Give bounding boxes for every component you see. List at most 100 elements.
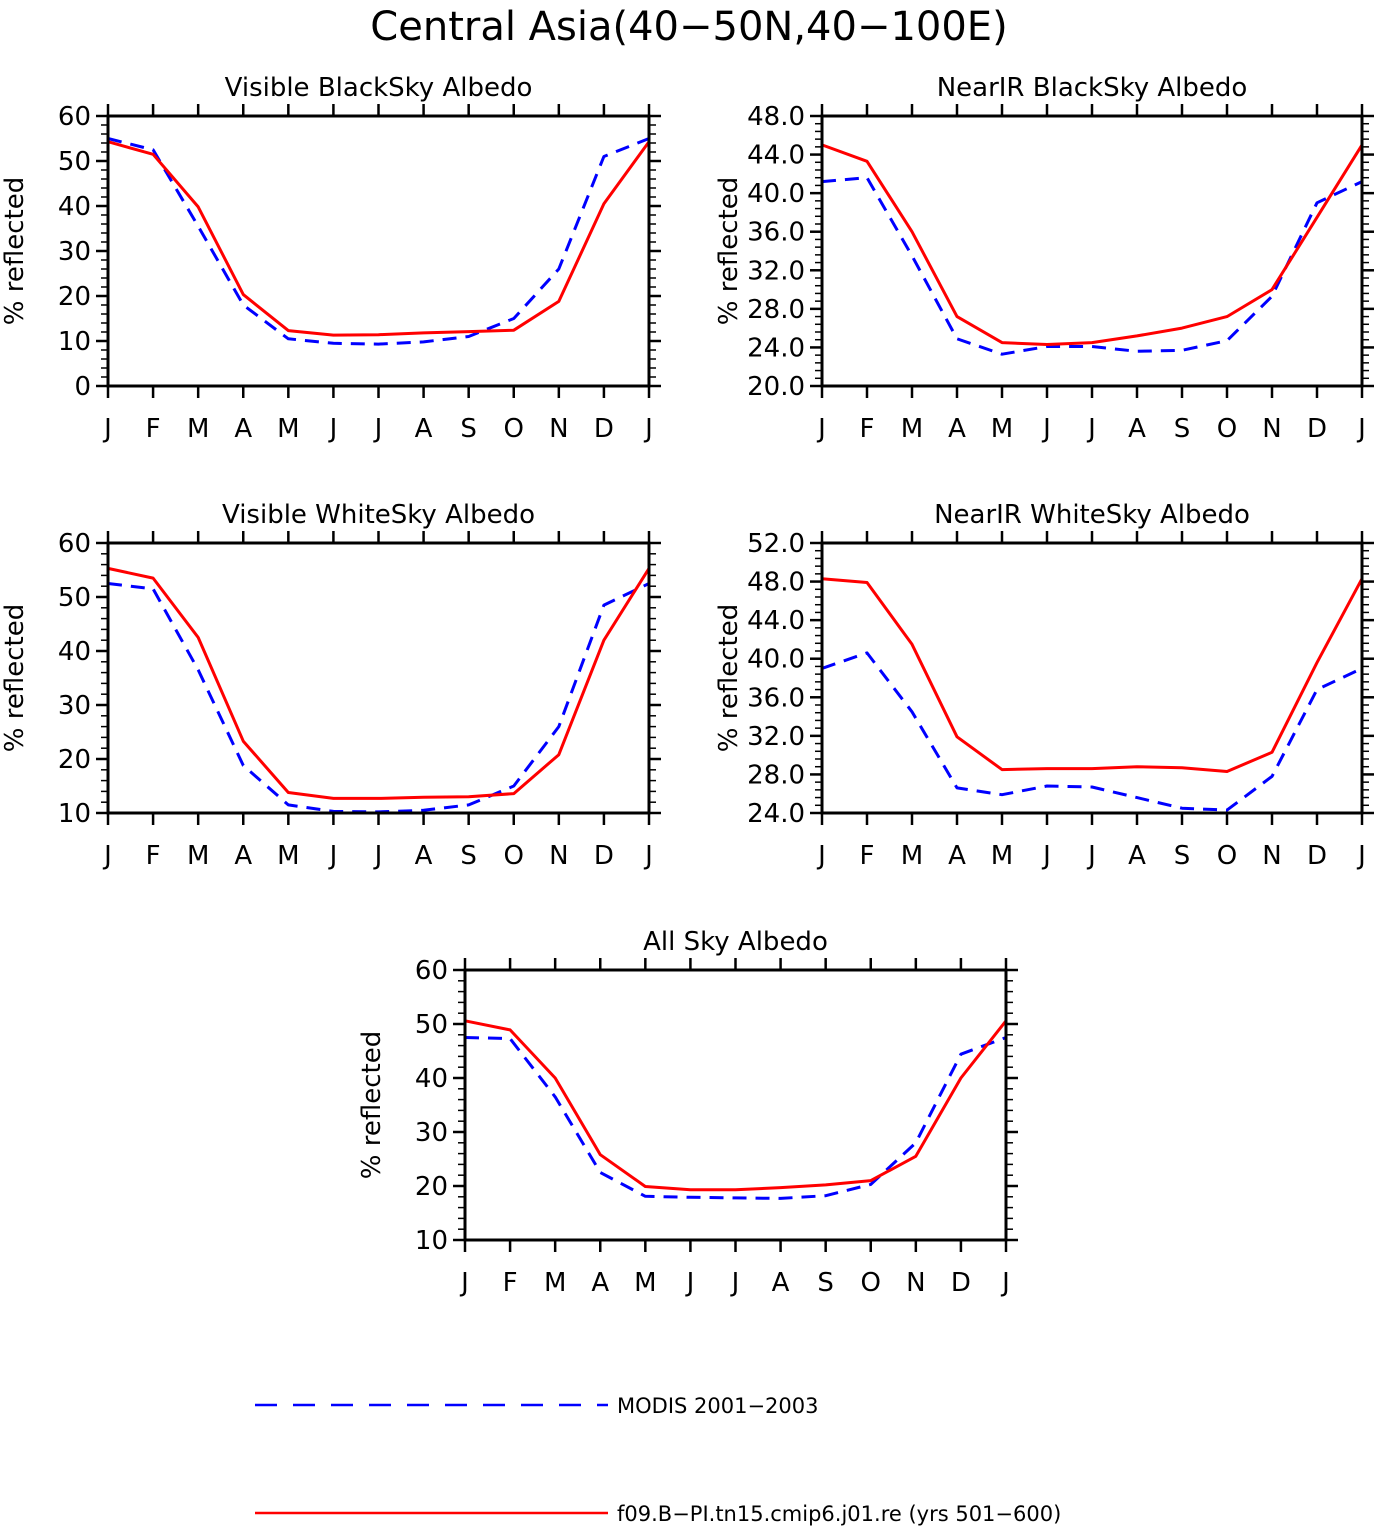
x-tick-label: O xyxy=(504,414,524,444)
x-tick-label: O xyxy=(504,841,524,871)
x-tick-label: J xyxy=(102,414,112,444)
plot-frame xyxy=(463,968,1008,1242)
panel-title: Visible WhiteSky Albedo xyxy=(222,500,535,530)
plot-frame xyxy=(106,114,651,388)
x-tick-label: S xyxy=(460,414,477,444)
y-tick-label: 10 xyxy=(58,327,91,357)
y-tick-label: 36.0 xyxy=(747,218,805,248)
x-tick-label: J xyxy=(643,414,653,444)
series-line-modis xyxy=(821,651,1363,812)
series-line-model xyxy=(107,566,651,800)
y-axis-label: % reflected xyxy=(714,604,744,752)
x-tick-label: J xyxy=(1000,1268,1010,1298)
x-tick-label: M xyxy=(187,414,209,444)
x-tick-label: O xyxy=(1217,414,1237,444)
y-tick-label: 48.0 xyxy=(747,102,805,132)
x-tick-label: J xyxy=(730,1268,740,1298)
x-tick-label: N xyxy=(549,414,568,444)
x-tick-label: S xyxy=(1174,414,1191,444)
y-tick-label: 60 xyxy=(415,956,448,986)
y-tick-label: 36.0 xyxy=(747,683,805,713)
plot-frame xyxy=(820,114,1364,388)
x-tick-label: J xyxy=(373,841,383,871)
x-tick-label: J xyxy=(373,414,383,444)
x-tick-label: A xyxy=(1128,841,1146,871)
series-line-model xyxy=(107,140,651,337)
y-tick-label: 10 xyxy=(415,1226,448,1256)
x-tick-label: A xyxy=(234,841,252,871)
x-tick-label: D xyxy=(594,841,614,871)
x-tick-label: A xyxy=(948,414,966,444)
series-line-model xyxy=(821,143,1364,346)
y-tick-label: 48.0 xyxy=(747,568,805,598)
x-tick-label: N xyxy=(1262,414,1281,444)
x-tick-label: D xyxy=(594,414,614,444)
y-tick-label: 20.0 xyxy=(747,372,805,402)
x-tick-label: F xyxy=(146,414,161,444)
x-tick-label: N xyxy=(549,841,568,871)
series-line-modis xyxy=(821,176,1363,356)
x-tick-label: D xyxy=(1307,414,1327,444)
y-axis-label: % reflected xyxy=(0,177,30,325)
x-tick-label: N xyxy=(1262,841,1281,871)
y-tick-label: 40 xyxy=(58,637,91,667)
x-tick-label: D xyxy=(1307,841,1327,871)
x-tick-label: J xyxy=(459,1268,469,1298)
series-line-modis xyxy=(464,1036,1007,1200)
x-tick-label: D xyxy=(951,1268,971,1298)
series-line-modis xyxy=(107,582,650,814)
x-tick-label: J xyxy=(1086,414,1096,444)
x-tick-label: A xyxy=(948,841,966,871)
legend: MODIS 2001−2003 f09.B−PI.tn15.cmip6.j01.… xyxy=(255,1394,1061,1526)
x-tick-label: J xyxy=(816,414,826,444)
y-tick-label: 60 xyxy=(58,102,91,132)
panel-title: All Sky Albedo xyxy=(643,927,828,957)
y-axis-label: % reflected xyxy=(0,604,30,752)
x-tick-label: A xyxy=(772,1268,790,1298)
y-tick-label: 40.0 xyxy=(747,179,805,209)
main-title: Central Asia(40−50N,40−100E) xyxy=(370,4,1007,50)
x-tick-label: M xyxy=(544,1268,566,1298)
plot-frame xyxy=(820,541,1364,815)
x-tick-label: M xyxy=(634,1268,656,1298)
series-line-model xyxy=(464,1019,1008,1192)
x-tick-label: J xyxy=(102,841,112,871)
x-tick-label: O xyxy=(1217,841,1237,871)
panel-title: NearIR WhiteSky Albedo xyxy=(934,500,1250,530)
y-tick-label: 60 xyxy=(58,529,91,559)
y-tick-label: 0 xyxy=(74,372,91,402)
y-tick-label: 30 xyxy=(58,691,91,721)
x-tick-label: J xyxy=(685,1268,695,1298)
x-tick-label: N xyxy=(906,1268,925,1298)
x-tick-label: S xyxy=(817,1268,834,1298)
x-tick-label: A xyxy=(591,1268,609,1298)
y-tick-label: 32.0 xyxy=(747,722,805,752)
y-axis-label: % reflected xyxy=(357,1031,387,1179)
series-line-modis xyxy=(107,137,650,346)
x-tick-label: J xyxy=(328,414,338,444)
x-tick-label: M xyxy=(991,414,1013,444)
x-tick-label: J xyxy=(328,841,338,871)
x-tick-label: M xyxy=(901,841,923,871)
y-tick-label: 40 xyxy=(58,192,91,222)
panel-title: Visible BlackSky Albedo xyxy=(225,73,533,103)
x-tick-label: J xyxy=(1086,841,1096,871)
x-tick-label: A xyxy=(1128,414,1146,444)
y-tick-label: 28.0 xyxy=(747,760,805,790)
y-tick-label: 28.0 xyxy=(747,295,805,325)
y-tick-label: 20 xyxy=(415,1172,448,1202)
y-tick-label: 44.0 xyxy=(747,141,805,171)
x-tick-label: F xyxy=(503,1268,518,1298)
x-tick-label: M xyxy=(277,414,299,444)
x-tick-label: O xyxy=(861,1268,881,1298)
x-tick-label: J xyxy=(1356,414,1366,444)
x-tick-label: M xyxy=(901,414,923,444)
y-tick-label: 52.0 xyxy=(747,529,805,559)
x-tick-label: J xyxy=(1356,841,1366,871)
